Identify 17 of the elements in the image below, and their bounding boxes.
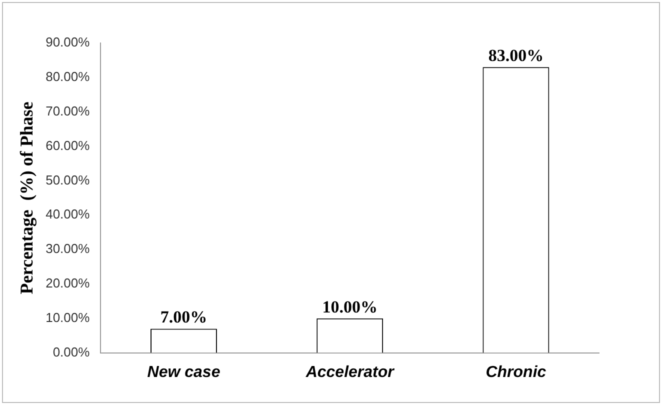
data-label: 83.00%	[488, 46, 544, 65]
y-tick-label: 10.00%	[46, 310, 90, 325]
x-tick-label: Chronic	[486, 364, 546, 381]
data-label: 7.00%	[160, 308, 208, 327]
y-tick-label: 70.00%	[46, 103, 90, 118]
y-tick-label: 30.00%	[46, 241, 90, 256]
y-tick-label: 40.00%	[46, 206, 90, 222]
x-tick-label: Accelerator	[304, 364, 395, 381]
y-tick-label: 50.00%	[46, 172, 90, 188]
y-axis-title: Percentage (%) of Phase	[16, 102, 36, 294]
y-tick-label: 60.00%	[46, 138, 90, 153]
y-tick-label: 20.00%	[46, 276, 90, 291]
data-label: 10.00%	[322, 297, 378, 316]
y-tick-label: 80.00%	[46, 69, 90, 84]
y-tick-label: 90.00%	[46, 34, 90, 50]
x-tick-label: New case	[147, 364, 220, 381]
y-tick-label: 0.00%	[52, 344, 90, 360]
